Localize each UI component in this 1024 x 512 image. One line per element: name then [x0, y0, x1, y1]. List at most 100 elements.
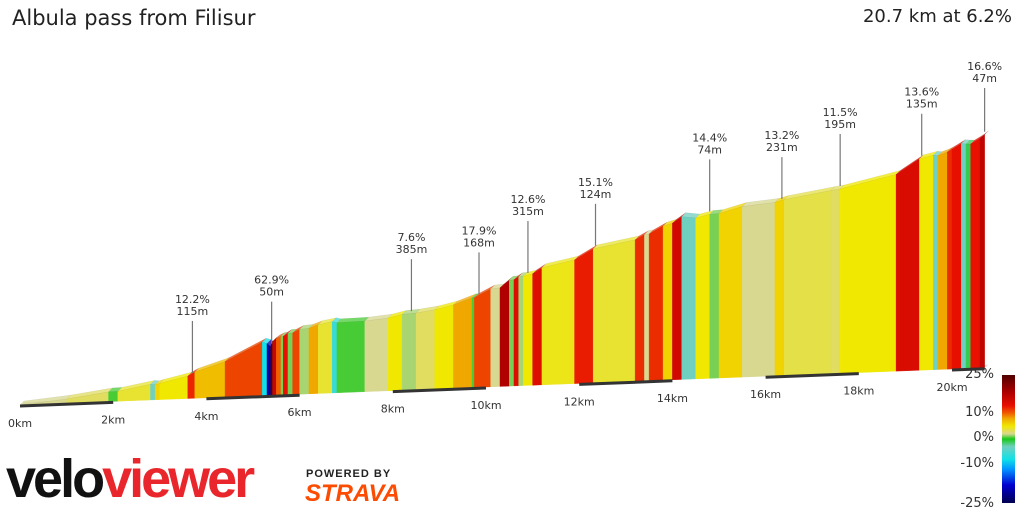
gradient-segment — [287, 332, 293, 395]
annotation-gradient: 15.1% — [578, 176, 613, 189]
x-tick-label: 12km — [564, 395, 595, 408]
annotation-gradient: 13.6% — [904, 86, 939, 99]
annotation-length: 115m — [177, 305, 209, 318]
x-tick-label: 8km — [381, 403, 405, 416]
gradient-segment — [574, 248, 594, 384]
distance-axis-bar — [765, 372, 859, 379]
gradient-segment — [951, 143, 962, 370]
gradient-segment — [979, 134, 985, 369]
gradient-segment — [509, 279, 515, 387]
gradient-segment — [919, 154, 934, 371]
gradient-segment — [332, 321, 338, 394]
distance-axis-bar — [579, 379, 673, 386]
annotation-length: 124m — [580, 188, 612, 201]
gradient-segment — [933, 154, 939, 370]
annotation-gradient: 14.4% — [692, 131, 727, 144]
annotation-length: 231m — [766, 141, 798, 154]
gradient-segment — [644, 233, 650, 382]
gradient-segment — [513, 276, 519, 387]
gradient-segment — [270, 341, 273, 396]
climb-summary: 20.7 km at 6.2% — [862, 6, 1012, 27]
gradient-segment — [194, 361, 226, 399]
annotation-gradient: 62.9% — [254, 274, 289, 287]
gradient-segment — [695, 214, 710, 380]
gradient-segment — [662, 222, 673, 381]
powered-by-label: POWERED BY — [306, 468, 392, 480]
gradient-segment — [292, 329, 300, 395]
annotation-length: 47m — [972, 72, 997, 85]
strava-logo[interactable]: STRAVA — [305, 480, 401, 507]
annotation-gradient: 16.6% — [967, 60, 1002, 73]
gradient-segment — [401, 312, 417, 391]
x-tick-label: 14km — [657, 392, 688, 405]
gradient-segment — [592, 239, 636, 384]
annotation-length: 50m — [259, 286, 284, 299]
gradient-segment — [518, 276, 524, 386]
gradient-segment — [154, 383, 161, 400]
annotation-length: 168m — [463, 236, 495, 249]
gradient-segment — [970, 137, 981, 369]
gradient-segment — [490, 287, 501, 388]
gradient-segment — [523, 273, 533, 386]
x-tick-label: 18km — [843, 385, 874, 398]
x-tick-label: 2km — [101, 413, 125, 426]
gradient-segment — [262, 341, 268, 396]
legend-label: 25% — [965, 367, 994, 382]
gradient-segment — [276, 336, 282, 396]
x-tick-label: 20km — [936, 381, 967, 394]
gradient-segment — [830, 188, 841, 374]
gradient-segment — [648, 225, 664, 381]
gradient-segment — [839, 174, 897, 374]
gradient-segment — [280, 336, 284, 396]
x-tick-label: 6km — [288, 406, 312, 419]
veloviewer-logo[interactable]: veloviewer — [6, 449, 255, 509]
gradient-legend-bar — [1002, 375, 1015, 503]
gradient-segment — [709, 213, 720, 379]
gradient-segment — [532, 267, 543, 386]
x-tick-label: 10km — [470, 399, 501, 412]
gradient-segment — [336, 320, 366, 393]
distance-axis-bar — [206, 393, 300, 401]
gradient-segment — [742, 202, 776, 378]
gradient-segment — [784, 190, 832, 376]
legend-label: 10% — [965, 405, 994, 420]
annotation-gradient: 13.2% — [764, 129, 799, 142]
gradient-segment — [634, 234, 645, 382]
x-tick-label: 16km — [750, 388, 781, 401]
gradient-segment — [474, 288, 491, 388]
page-title: Albula pass from Filisur — [12, 6, 256, 30]
annotation-length: 74m — [697, 143, 722, 156]
gradient-segment — [453, 297, 473, 389]
x-tick-label: 0km — [8, 417, 32, 430]
gradient-segment — [434, 304, 454, 390]
x-tick-label: 4km — [194, 410, 218, 423]
annotation-gradient: 12.2% — [175, 293, 210, 306]
gradient-segment — [318, 321, 333, 394]
gradient-segment — [471, 297, 475, 388]
gradient-segment — [308, 324, 319, 395]
gradient-segment — [415, 309, 435, 390]
gradient-segment — [718, 206, 743, 379]
logo-viewer: viewer — [102, 449, 255, 509]
annotation-length: 315m — [512, 205, 544, 218]
legend-label: -10% — [960, 456, 994, 471]
gradient-segment — [961, 143, 967, 369]
legend-label: -25% — [960, 496, 994, 511]
annotation-gradient: 7.6% — [397, 231, 425, 244]
annotation-length: 385m — [396, 243, 428, 256]
annotation-gradient: 17.9% — [462, 224, 497, 237]
gradient-segment — [541, 259, 575, 386]
gradient-segment — [681, 216, 696, 380]
gradient-segment — [499, 279, 510, 387]
gradient-segment — [187, 371, 195, 399]
annotation-length: 135m — [906, 98, 938, 111]
gradient-segment — [266, 343, 271, 396]
gradient-segment — [965, 143, 971, 369]
gradient-segment — [108, 391, 119, 402]
gradient-segment — [774, 199, 785, 377]
distance-axis-bar — [951, 367, 985, 372]
annotation-length: 195m — [824, 118, 856, 131]
distance-axis-bar — [392, 386, 487, 394]
logo-velo: velo — [6, 449, 105, 509]
